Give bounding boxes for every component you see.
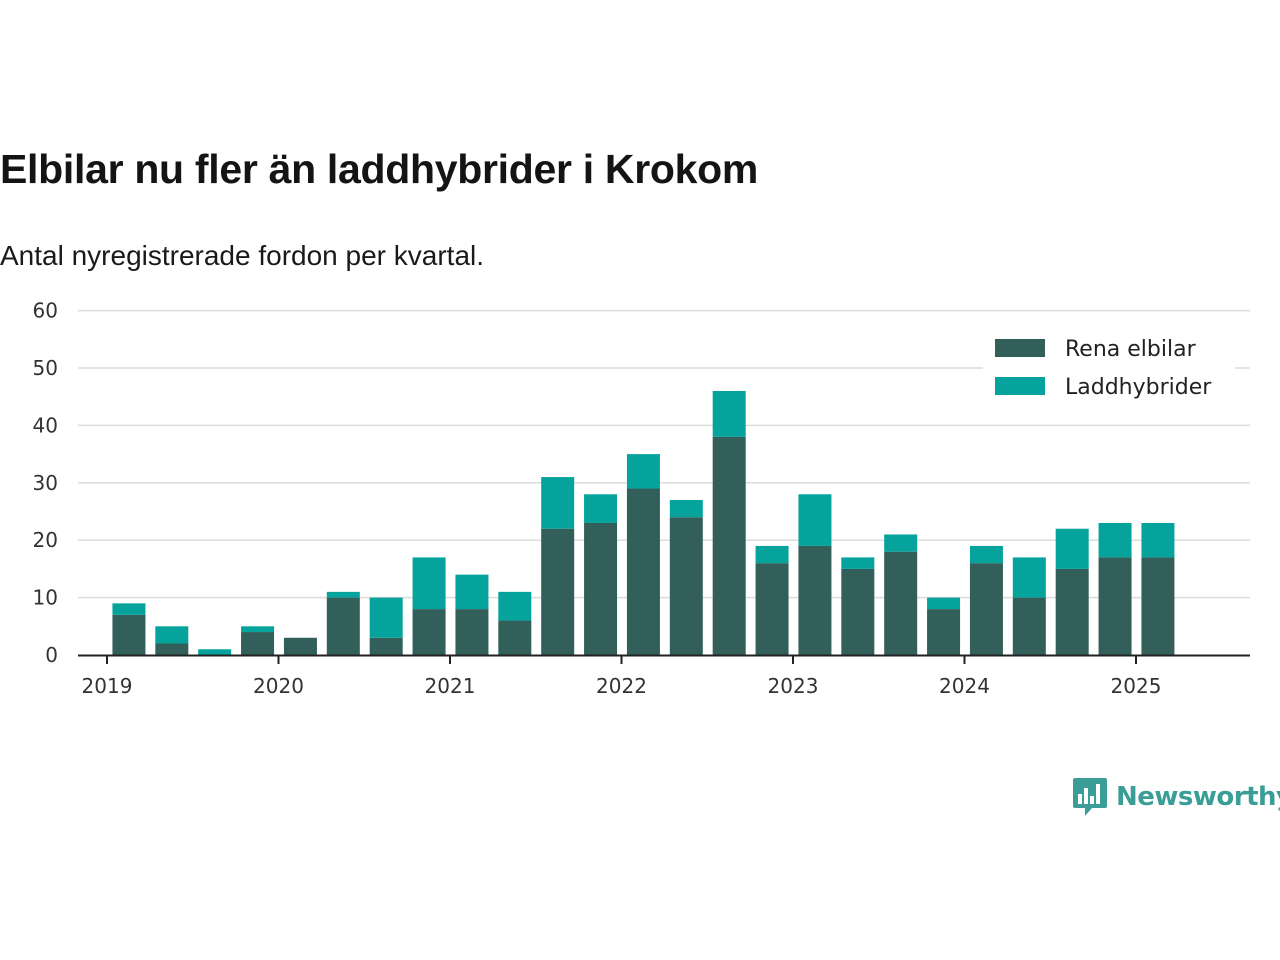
bar-laddhybrider [927,597,961,610]
bar-rena-elbilar [798,545,832,655]
bar-laddhybrider [498,591,532,621]
bar-laddhybrider [584,494,618,523]
bar-rena-elbilar [626,488,660,655]
grid-lines [78,309,1250,599]
bar-laddhybrider [841,557,875,569]
bar-rena-elbilar [584,522,618,655]
x-tick-label: 2020 [253,674,304,698]
y-tick-label: 60 [33,299,58,323]
bar-rena-elbilar [927,609,961,655]
bar-laddhybrider [455,574,489,610]
x-tick-label: 2024 [939,674,990,698]
brand-name: Newsworthy [1116,782,1280,812]
legend-swatch-laddhybrider [995,377,1045,395]
bar-laddhybrider [1141,522,1175,558]
legend-swatch-rena-elbilar [995,339,1045,357]
bar-laddhybrider [326,591,360,598]
newsworthy-logo-icon [1073,778,1107,816]
bar-laddhybrider [198,649,232,655]
bar-laddhybrider [798,494,832,546]
x-tick-label: 2019 [82,674,133,698]
bar-laddhybrider [369,597,403,638]
legend-label-rena-elbilar: Rena elbilar [1065,337,1197,362]
y-tick-label: 10 [33,586,58,610]
bar-rena-elbilar [712,436,746,655]
y-tick-label: 40 [33,413,58,437]
bar-rena-elbilar [112,614,146,655]
bar-rena-elbilar [455,609,489,655]
bar-laddhybrider [112,603,146,615]
bar-rena-elbilar [884,551,918,655]
bar-rena-elbilar [1055,568,1089,655]
bar-rena-elbilar [326,597,360,655]
x-tick-label: 2025 [1111,674,1162,698]
bar-rena-elbilar [969,563,1003,655]
chart-subtitle: Antal nyregistrerade fordon per kvartal. [0,240,485,271]
bar-laddhybrider [1012,557,1046,598]
bar-rena-elbilar [1012,597,1046,655]
x-tick-label: 2023 [768,674,819,698]
chart-title: Elbilar nu fler än laddhybrider i Krokom [0,146,759,192]
bar-rena-elbilar [841,568,875,655]
bars [112,390,1175,655]
bar-rena-elbilar [755,563,789,655]
y-tick-label: 50 [33,356,58,380]
bar-rena-elbilar [541,528,575,655]
x-tick-label: 2022 [596,674,647,698]
bar-rena-elbilar [155,643,189,655]
bar-laddhybrider [626,454,660,489]
x-tick-label: 2021 [425,674,476,698]
y-tick-label: 20 [33,528,58,552]
bar-laddhybrider [412,557,446,610]
bar-laddhybrider [541,477,575,529]
bar-rena-elbilar [498,620,532,655]
bar-rena-elbilar [283,637,317,655]
bar-rena-elbilar [1141,557,1175,655]
y-axis: 0 10 20 30 40 50 60 [33,299,58,667]
bar-laddhybrider [969,545,1003,564]
bar-rena-elbilar [369,637,403,655]
y-tick-label: 30 [33,471,58,495]
bar-rena-elbilar [669,517,703,655]
legend-label-laddhybrider: Laddhybrider [1065,375,1212,400]
bar-laddhybrider [1055,528,1089,569]
bar-rena-elbilar [241,632,275,655]
y-tick-label: 0 [45,643,58,667]
bar-laddhybrider [712,390,746,437]
x-axis: 2019 2020 2021 2022 2023 2024 2025 [78,654,1250,698]
bar-rena-elbilar [412,609,446,655]
bar-laddhybrider [241,626,275,633]
brand-logo: Newsworthy [1072,776,1280,818]
bar-laddhybrider [755,545,789,564]
bar-laddhybrider [669,500,703,518]
bar-rena-elbilar [1098,557,1132,655]
bar-laddhybrider [884,534,918,552]
bar-laddhybrider [155,626,189,644]
legend: Rena elbilar Laddhybrider [983,330,1235,410]
bar-laddhybrider [1098,522,1132,558]
